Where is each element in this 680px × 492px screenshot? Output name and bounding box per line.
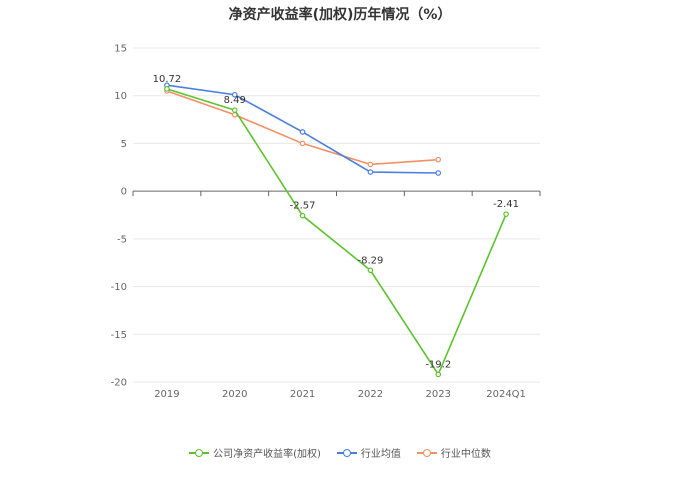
legend-label: 行业中位数 [440, 449, 491, 460]
y-tick-label: -5 [117, 234, 127, 245]
data-label: -19.2 [425, 359, 451, 370]
x-tick-label: 2020 [222, 389, 247, 400]
data-point [299, 140, 306, 147]
line-chart: 15 10 5 0 -5 -10 -15 -20 2019 2020 2021 2022 2023 202… [111, 44, 541, 400]
data-point [299, 212, 306, 219]
data-point [299, 129, 306, 135]
series-line [166, 88, 507, 377]
legend-label: 行业均值 [360, 449, 401, 460]
gridlines [133, 47, 540, 383]
x-tick-label: 2024Q1 [486, 389, 526, 400]
data-point [164, 86, 170, 92]
x-tick-label: 2023 [426, 389, 451, 400]
data-point [435, 371, 442, 378]
y-tick-label: -20 [111, 378, 127, 389]
data-point [367, 161, 374, 168]
axes: 15 10 5 0 -5 -10 -15 -20 2019 2020 2021 2022 2023 202… [111, 44, 541, 400]
data-point [435, 156, 442, 163]
y-tick-label: 10 [114, 91, 127, 102]
y-tick-label: 5 [121, 139, 127, 150]
legend-swatch-icon [416, 448, 437, 458]
data-point [367, 169, 374, 175]
data-point [503, 211, 509, 217]
legend: 公司净资产收益率(加权) 行业均值 行业中位数 [0, 445, 680, 460]
data-labels: 10.72 8.49 -2.57 -8.29 -19.2 -2.41 [153, 74, 519, 371]
x-tick-label: 2019 [154, 389, 179, 400]
x-tick-label: 2022 [358, 389, 383, 400]
data-point [231, 107, 238, 113]
x-tick-label: 2021 [290, 389, 315, 400]
legend-item[interactable]: 公司净资产收益率(加权) [189, 445, 321, 460]
y-tick-label: -10 [111, 282, 127, 293]
legend-label: 公司净资产收益率(加权) [213, 449, 321, 460]
series-lines [164, 82, 509, 378]
data-label: -2.57 [290, 201, 316, 212]
data-point [435, 170, 442, 176]
data-point [231, 91, 238, 98]
y-tick-label: 15 [114, 44, 127, 55]
legend-item[interactable]: 行业中位数 [416, 445, 491, 460]
data-label: -8.29 [357, 255, 383, 266]
data-label: 8.49 [224, 95, 246, 106]
legend-swatch-icon [189, 448, 210, 458]
legend-item[interactable]: 行业均值 [336, 445, 401, 460]
series-line [166, 84, 439, 174]
data-label: 10.72 [153, 74, 182, 85]
data-label: -2.41 [493, 199, 519, 210]
y-tick-label: -15 [111, 330, 127, 341]
y-tick-label: 0 [121, 187, 127, 198]
data-point [367, 267, 374, 274]
legend-swatch-icon [336, 448, 357, 458]
chart-title: 净资产收益率(加权)历年情况（%） [228, 7, 452, 23]
